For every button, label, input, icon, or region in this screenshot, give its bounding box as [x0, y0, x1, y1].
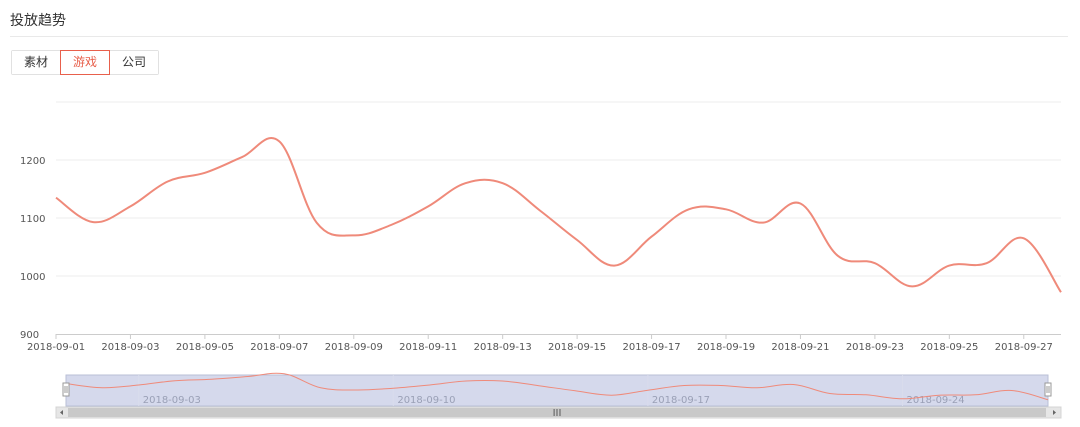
title-divider: [10, 36, 1068, 37]
x-tick-label: 2018-09-17: [622, 342, 680, 353]
x-tick-label: 2018-09-13: [474, 342, 532, 353]
x-tick-label: 2018-09-07: [250, 342, 308, 353]
x-tick-label: 2018-09-19: [697, 342, 755, 353]
zoom-label: 2018-09-17: [652, 395, 710, 406]
x-tick-label: 2018-09-25: [920, 342, 978, 353]
y-tick-label: 1100: [20, 214, 45, 225]
x-tick-label: 2018-09-01: [27, 342, 85, 353]
x-tick-label: 2018-09-11: [399, 342, 457, 353]
tab-game[interactable]: 游戏: [60, 50, 111, 75]
zoom-window: [65, 374, 1049, 407]
y-tick-label: 1000: [20, 272, 45, 283]
zoom-label: 2018-09-03: [143, 395, 201, 406]
zoom-label: 2018-09-24: [907, 395, 965, 406]
scroll-left-arrow-icon[interactable]: [60, 410, 63, 415]
x-tick-label: 2018-09-05: [176, 342, 234, 353]
zoom-label: 2018-09-10: [397, 395, 455, 406]
tab-group: 素材 游戏 公司: [11, 50, 160, 75]
x-tick-label: 2018-09-23: [846, 342, 904, 353]
zoom-handle-left[interactable]: [62, 382, 70, 397]
scroll-right-arrow-icon[interactable]: [1053, 410, 1056, 415]
panel-title: 投放趋势: [10, 13, 66, 29]
zoom-series-line: [65, 372, 1049, 401]
scrollbar-grip-icon: III: [553, 408, 562, 419]
tab-material[interactable]: 素材: [12, 51, 61, 74]
y-tick-label: 1200: [20, 156, 45, 167]
series-line: [55, 137, 1062, 293]
zoom-handle-right[interactable]: [1044, 382, 1052, 397]
tab-company[interactable]: 公司: [110, 51, 159, 74]
x-tick-label: 2018-09-15: [548, 342, 606, 353]
x-tick-label: 2018-09-21: [771, 342, 829, 353]
x-tick-label: 2018-09-03: [101, 342, 159, 353]
y-tick-label: 900: [20, 330, 39, 341]
x-tick-label: 2018-09-27: [995, 342, 1053, 353]
scrollbar-thumb[interactable]: [68, 408, 1046, 417]
x-tick-label: 2018-09-09: [325, 342, 383, 353]
